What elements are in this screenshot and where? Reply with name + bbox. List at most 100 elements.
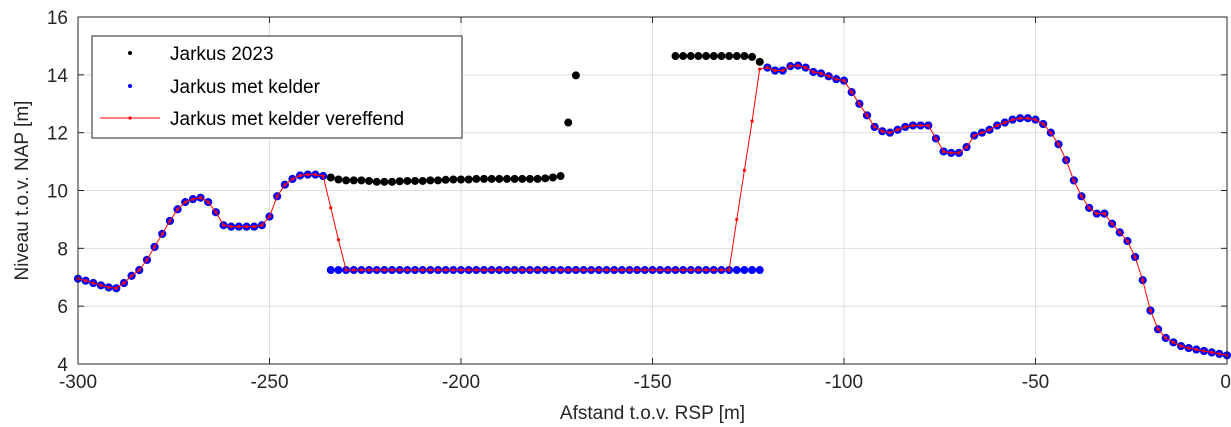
- point-jarkus-met-kelder-vereffend: [1026, 116, 1030, 120]
- point-jarkus-met-kelder-vereffend: [1148, 308, 1152, 313]
- point-jarkus-met-kelder-vereffend: [298, 173, 302, 178]
- point-jarkus-met-kelder-vereffend: [398, 268, 402, 272]
- point-jarkus-met-kelder-vereffend: [306, 172, 310, 177]
- point-jarkus-2023: [349, 176, 358, 185]
- point-jarkus-met-kelder-vereffend: [987, 128, 992, 132]
- point-jarkus-met-kelder-vereffend: [604, 268, 609, 272]
- point-jarkus-2023: [518, 174, 527, 183]
- point-jarkus-met-kelder-vereffend: [650, 268, 655, 272]
- point-jarkus-met-kelder-vereffend: [405, 268, 409, 272]
- y-tick-label: 8: [57, 239, 68, 260]
- point-jarkus-met-kelder-vereffend: [160, 232, 164, 236]
- legend-symbol-jarkus-2023: [128, 51, 132, 55]
- point-jarkus-met-kelder-vereffend: [850, 90, 854, 94]
- legend-label-jarkus-2023: Jarkus 2023: [170, 44, 274, 65]
- point-jarkus-met-kelder-vereffend: [635, 268, 639, 272]
- y-tick-label: 14: [47, 66, 69, 87]
- legend-symbol-jarkus-met-kelder-vereffend: [100, 116, 160, 120]
- y-tick-label: 16: [47, 8, 68, 29]
- point-jarkus-met-kelder-vereffend: [528, 268, 532, 272]
- point-jarkus-met-kelder-vereffend: [99, 283, 103, 287]
- point-jarkus-2023: [357, 176, 366, 185]
- point-jarkus-met-kelder-vereffend: [1217, 352, 1221, 356]
- point-jarkus-2023: [564, 118, 573, 127]
- point-jarkus-2023: [326, 173, 335, 182]
- point-jarkus-2023: [541, 174, 550, 183]
- point-jarkus-met-kelder-vereffend: [880, 129, 884, 133]
- point-jarkus-met-kelder-vereffend: [758, 67, 762, 71]
- point-jarkus-met-kelder-vereffend: [597, 268, 601, 272]
- point-jarkus-2023: [426, 176, 435, 185]
- point-jarkus-met-kelder-vereffend: [727, 268, 731, 272]
- point-jarkus-met-kelder-vereffend: [1141, 278, 1145, 282]
- point-jarkus-met-kelder-vereffend: [1202, 349, 1206, 353]
- point-jarkus-met-kelder-vereffend: [183, 200, 187, 204]
- point-jarkus-met-kelder-vereffend: [980, 131, 984, 135]
- point-jarkus-2023: [725, 52, 734, 61]
- point-jarkus-met-kelder-vereffend: [696, 268, 701, 272]
- point-jarkus-2023: [457, 175, 465, 184]
- point-jarkus-met-kelder-vereffend: [421, 268, 425, 272]
- point-jarkus-met-kelder-vereffend: [359, 268, 364, 272]
- point-jarkus-met-kelder-vereffend: [911, 123, 915, 128]
- point-jarkus-met-kelder-vereffend: [520, 268, 524, 272]
- point-jarkus-met-kelder-vereffend: [1095, 212, 1099, 216]
- point-jarkus-2023: [365, 176, 374, 185]
- point-jarkus-met-kelder-vereffend: [107, 285, 111, 289]
- point-jarkus-met-kelder-vereffend: [206, 200, 210, 204]
- point-jarkus-met-kelder-vereffend: [252, 225, 256, 229]
- point-jarkus-2023: [441, 175, 450, 184]
- point-jarkus-met-kelder-vereffend: [444, 268, 448, 272]
- point-jarkus-met-kelder-vereffend: [375, 268, 379, 272]
- point-jarkus-met-kelder-vereffend: [819, 71, 823, 75]
- point-jarkus-met-kelder-vereffend: [505, 268, 509, 272]
- legend-symbol-jarkus-met-kelder: [128, 84, 132, 88]
- y-tick-label: 10: [47, 182, 68, 203]
- point-jarkus-met-kelder-vereffend: [834, 77, 838, 81]
- plot-area: [74, 52, 1231, 360]
- point-jarkus-met-kelder-vereffend: [796, 63, 800, 68]
- point-jarkus-2023: [679, 52, 688, 61]
- point-jarkus-met-kelder-vereffend: [459, 268, 463, 272]
- point-jarkus-2023: [717, 52, 726, 61]
- point-jarkus-2023: [380, 177, 389, 186]
- point-jarkus-met-kelder-vereffend: [566, 268, 570, 272]
- point-jarkus-met-kelder-vereffend: [137, 268, 141, 272]
- point-jarkus-met-kelder-vereffend: [765, 66, 770, 70]
- point-jarkus-2023: [533, 174, 542, 183]
- point-jarkus-met-kelder-vereffend: [467, 268, 471, 272]
- point-jarkus-met-kelder-vereffend: [221, 223, 226, 227]
- point-jarkus-met-kelder-vereffend: [865, 113, 869, 117]
- legend-box: [91, 35, 463, 139]
- point-jarkus-met-kelder-vereffend: [995, 123, 999, 128]
- point-jarkus-met-kelder-vereffend: [735, 217, 739, 222]
- point-jarkus-2023: [342, 176, 351, 185]
- y-tick-label: 6: [57, 297, 68, 318]
- point-jarkus-2023: [403, 176, 412, 185]
- point-jarkus-2023: [434, 176, 443, 185]
- point-jarkus-met-kelder-vereffend: [352, 268, 356, 272]
- point-jarkus-2023: [487, 174, 496, 183]
- point-jarkus-2023: [395, 177, 404, 186]
- point-jarkus-met-kelder-vereffend: [1125, 239, 1130, 243]
- point-jarkus-met-kelder-vereffend: [1102, 212, 1107, 216]
- point-jarkus-met-kelder-vereffend: [321, 174, 325, 178]
- point-jarkus-met-kelder-vereffend: [1072, 178, 1076, 182]
- point-jarkus-met-kelder-vereffend: [283, 183, 287, 187]
- point-jarkus-met-kelder-vereffend: [260, 223, 264, 227]
- point-jarkus-met-kelder-vereffend: [804, 66, 808, 70]
- point-jarkus-met-kelder-vereffend: [122, 281, 126, 285]
- point-jarkus-met-kelder-vereffend: [589, 268, 593, 272]
- point-jarkus-met-kelder-vereffend: [681, 268, 685, 272]
- point-jarkus-met-kelder-vereffend: [214, 210, 218, 214]
- point-jarkus-met-kelder: [732, 266, 741, 275]
- point-jarkus-2023: [411, 176, 420, 185]
- point-jarkus-met-kelder-vereffend: [1187, 346, 1191, 350]
- point-jarkus-met-kelder-vereffend: [153, 245, 157, 249]
- point-jarkus-2023: [372, 177, 381, 186]
- point-jarkus-met-kelder-vereffend: [175, 207, 180, 211]
- legend-marker-jarkus-met-kelder-vereffend: [128, 116, 132, 120]
- point-jarkus-met-kelder-vereffend: [244, 225, 249, 229]
- x-tick-label: -50: [1022, 372, 1049, 393]
